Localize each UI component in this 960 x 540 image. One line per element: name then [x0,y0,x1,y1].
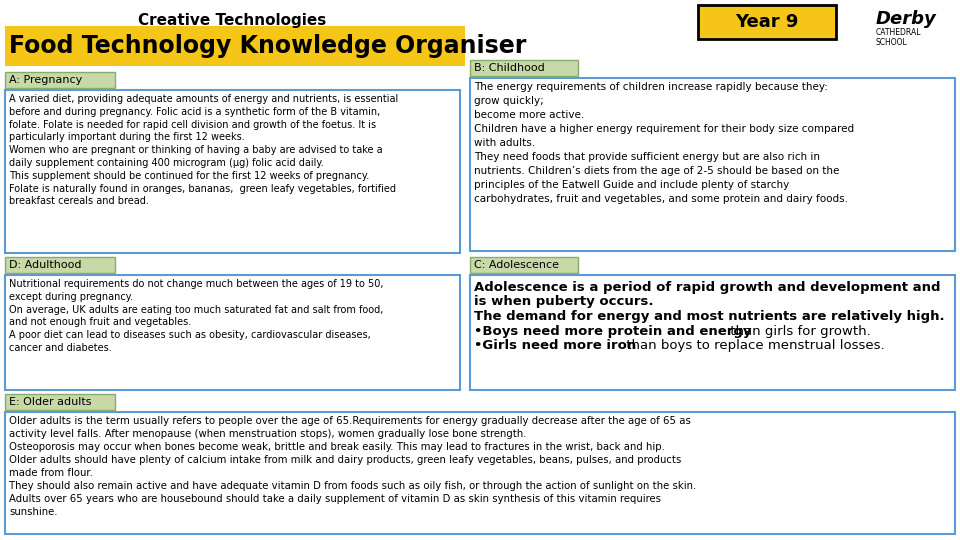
Text: •Boys need more protein and energy than girls for growth.: •Boys need more protein and energy than … [474,325,867,338]
Text: Nutritional requirements do not change much between the ages of 19 to 50,
except: Nutritional requirements do not change m… [9,279,383,353]
Text: E: Older adults: E: Older adults [9,397,91,407]
Text: The energy requirements of children increase rapidly because they:
grow quickly;: The energy requirements of children incr… [474,82,854,204]
Text: D: Adulthood: D: Adulthood [9,260,82,270]
Text: A varied diet, providing adequate amounts of energy and nutrients, is essential
: A varied diet, providing adequate amount… [9,94,398,206]
Text: •Boys need more protein and energy: •Boys need more protein and energy [474,325,752,338]
Text: C: Adolescence: C: Adolescence [474,260,559,270]
Text: B: Childhood: B: Childhood [474,63,544,73]
FancyBboxPatch shape [5,26,465,66]
Text: Older adults is the term usually refers to people over the age of 65.Requirement: Older adults is the term usually refers … [9,416,696,517]
FancyBboxPatch shape [470,257,578,273]
FancyBboxPatch shape [698,5,836,39]
Text: than girls for growth.: than girls for growth. [726,325,871,338]
FancyBboxPatch shape [5,257,115,273]
FancyBboxPatch shape [470,78,955,251]
FancyBboxPatch shape [5,275,460,390]
FancyBboxPatch shape [470,60,578,76]
Text: CATHEDRAL
SCHOOL: CATHEDRAL SCHOOL [876,28,922,48]
Text: Year 9: Year 9 [735,13,799,31]
FancyBboxPatch shape [5,72,115,88]
Text: is when puberty occurs.: is when puberty occurs. [474,295,654,308]
Text: Creative Technologies: Creative Technologies [138,13,326,28]
FancyBboxPatch shape [470,275,955,390]
Text: A: Pregnancy: A: Pregnancy [9,75,83,85]
Text: Adolescence is a period of rapid growth and development and: Adolescence is a period of rapid growth … [474,281,941,294]
FancyBboxPatch shape [5,412,955,534]
Text: than boys to replace menstrual losses.: than boys to replace menstrual losses. [622,339,884,352]
Text: The demand for energy and most nutrients are relatively high.: The demand for energy and most nutrients… [474,310,945,323]
Text: Derby: Derby [876,10,937,28]
Text: Food Technology Knowledge Organiser: Food Technology Knowledge Organiser [9,34,526,58]
FancyBboxPatch shape [5,394,115,410]
FancyBboxPatch shape [5,90,460,253]
Text: •Girls need more iron: •Girls need more iron [474,339,636,352]
